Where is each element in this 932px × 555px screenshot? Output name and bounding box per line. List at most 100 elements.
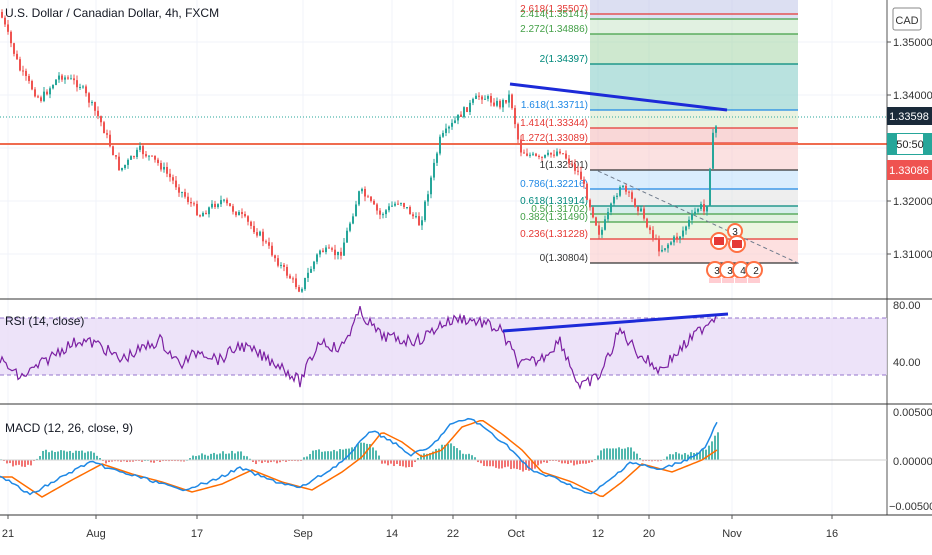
rsi-pane[interactable]: RSI (14, close) 80.00 40.00: [0, 300, 921, 390]
candle-body: [70, 78, 72, 80]
time-axis[interactable]: 21 Aug 17 Sep 14 22 Oct 12 20 Nov 16: [2, 515, 838, 540]
macd-hist-bar: [18, 460, 20, 465]
macd-pane[interactable]: MACD (12, 26, close, 9) 0.00500 0.00000 …: [0, 407, 932, 513]
fibonacci-extension[interactable]: 2.618(1.35507)2.414(1.35141) 2.272(1.3488…: [520, 0, 798, 264]
candle-body: [199, 215, 201, 217]
candle-body: [688, 219, 690, 227]
macd-hist-bar: [648, 460, 650, 462]
candle-body: [619, 187, 621, 196]
candle-body: [499, 100, 501, 108]
candle-body: [538, 155, 540, 157]
candle-body: [535, 153, 537, 156]
macd-hist-bar: [327, 451, 329, 460]
candle-body: [34, 89, 36, 97]
candle-body: [340, 251, 342, 256]
candle-body: [331, 248, 333, 250]
macd-hist-bar: [438, 448, 440, 460]
candle-body: [487, 96, 489, 99]
macd-hist-bar: [465, 454, 467, 460]
candle-body: [46, 91, 48, 95]
candle-body: [352, 216, 354, 224]
rsi-trend-line[interactable]: [502, 312, 729, 333]
currency-badge[interactable]: [892, 7, 922, 31]
candle-body: [319, 250, 321, 255]
time-label-2: 17: [191, 528, 203, 540]
candle-body: [109, 134, 111, 147]
candle-body: [16, 53, 18, 60]
candle-body: [214, 203, 216, 208]
candle-body: [415, 216, 417, 218]
macd-hist-bar: [162, 460, 164, 462]
macd-hist-bar: [249, 458, 251, 460]
macd-hist-bar: [420, 454, 422, 460]
candle-body: [85, 86, 87, 94]
candle-body: [646, 218, 648, 228]
macd-hist-bar: [72, 452, 74, 460]
candle-body: [250, 221, 252, 226]
candle-body: [463, 107, 465, 117]
macd-hist-bar: [228, 453, 230, 460]
rsi-tick-40: 40.00: [893, 357, 921, 369]
candle-body: [427, 194, 429, 202]
candle-body: [130, 156, 132, 160]
macd-hist-bar: [417, 457, 419, 460]
candle-body: [598, 225, 600, 235]
macd-hist-bar: [309, 454, 311, 460]
candle-body: [4, 17, 6, 25]
macd-hist-bar: [696, 452, 698, 460]
macd-hist-bar: [384, 460, 386, 464]
macd-hist-bar: [336, 451, 338, 460]
event-count-1: 3: [732, 227, 738, 238]
macd-hist-bar: [699, 451, 701, 460]
candle-body: [187, 196, 189, 203]
macd-hist-bar: [354, 446, 356, 460]
macd-hist-bar: [561, 460, 563, 464]
fib-level-label-10: 0.5(1.31702): [531, 204, 588, 215]
candle-body: [424, 201, 426, 221]
macd-hist-bar: [273, 460, 275, 462]
macd-hist-bar: [540, 460, 542, 464]
candle-body: [118, 156, 120, 171]
price-trend-line[interactable]: [509, 82, 728, 112]
fib-zone-12: [590, 239, 798, 263]
candle-body: [355, 204, 357, 217]
macd-line: [0, 417, 718, 496]
macd-hist-bar: [342, 449, 344, 460]
dashed-trend-line[interactable]: [597, 170, 801, 265]
macd-hist-bar: [42, 450, 44, 460]
candle-body: [262, 231, 264, 242]
macd-hist-bar: [681, 454, 683, 460]
candle-body: [685, 226, 687, 231]
macd-hist-bar: [516, 460, 518, 470]
candle-body: [268, 242, 270, 246]
candle-body: [562, 153, 564, 155]
candle-body: [502, 99, 504, 108]
candle-body: [595, 217, 597, 226]
macd-hist-bar: [255, 460, 257, 465]
candle-body: [307, 272, 309, 278]
candle-body: [178, 187, 180, 193]
candle-body: [691, 213, 693, 220]
macd-hist-bar: [369, 444, 371, 460]
candle-body: [409, 207, 411, 215]
macd-title: MACD (12, 26, close, 9): [5, 421, 133, 435]
candlestick-series: [1, 9, 717, 293]
us-flag-base-3: [748, 278, 760, 283]
macd-hist-bar: [609, 448, 611, 460]
macd-hist-bar: [528, 460, 530, 471]
candle-body: [439, 136, 441, 154]
candle-body: [7, 24, 9, 32]
macd-hist-bar: [240, 451, 242, 460]
macd-hist-bar: [117, 460, 119, 462]
macd-hist-bar: [36, 458, 38, 460]
candle-body: [520, 139, 522, 153]
macd-hist-bar: [621, 448, 623, 460]
candle-body: [430, 177, 432, 195]
us-flag-count-3: 2: [753, 266, 759, 277]
candle-body: [514, 108, 516, 125]
macd-hist-bar: [459, 450, 461, 460]
